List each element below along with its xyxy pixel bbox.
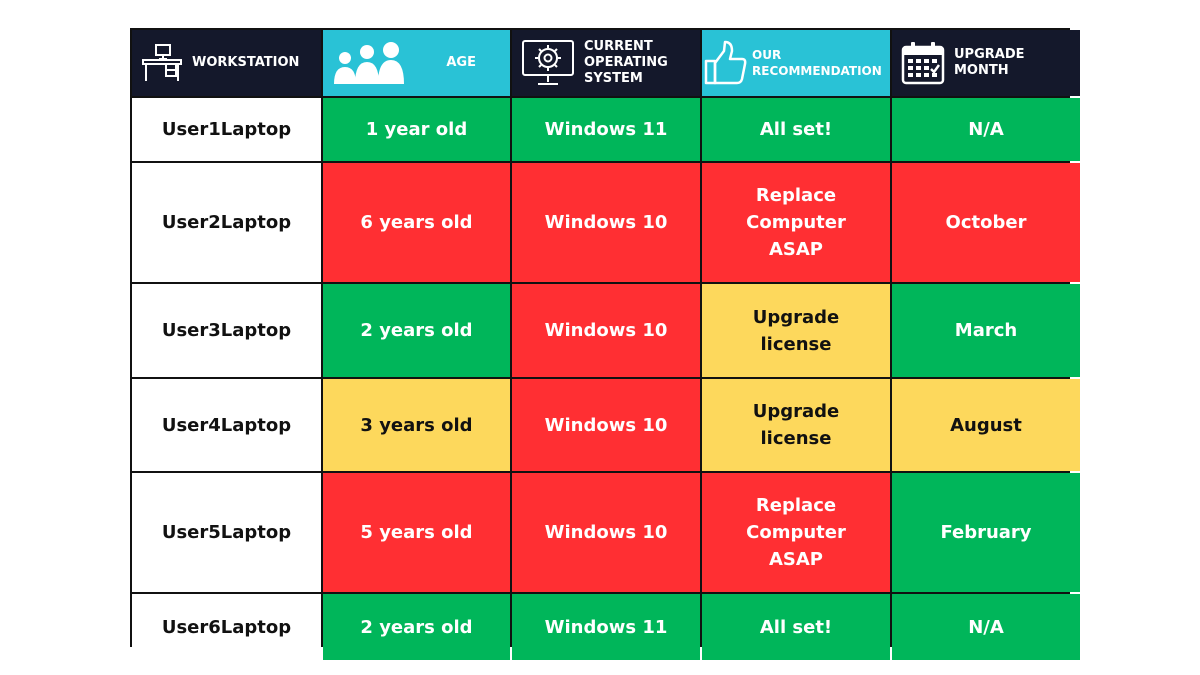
monitor-gear-icon xyxy=(520,38,576,88)
workstation-cell: User2Laptop xyxy=(132,163,321,282)
header-recommendation: OUR RECOMMENDATION xyxy=(702,30,890,96)
age-cell: 6 years old xyxy=(323,163,510,282)
header-label: WORKSTATION xyxy=(192,55,300,70)
workstation-cell: User4Laptop xyxy=(132,379,321,471)
desk-icon xyxy=(140,41,184,85)
recommendation-cell: Replace Computer ASAP xyxy=(702,473,890,592)
recommendation-cell: All set! xyxy=(702,594,890,660)
header-label: CURRENT OPERATING SYSTEM xyxy=(584,39,668,86)
upgrade-month-cell: March xyxy=(892,284,1080,377)
workstation-cell: User3Laptop xyxy=(132,284,321,377)
recommendation-cell: All set! xyxy=(702,98,890,161)
header-operating-system: CURRENT OPERATING SYSTEM xyxy=(512,30,700,96)
age-cell: 1 year old xyxy=(323,98,510,161)
header-age: AGE xyxy=(323,30,510,96)
os-cell: Windows 10 xyxy=(512,473,700,592)
upgrade-month-cell: February xyxy=(892,473,1080,592)
age-cell: 2 years old xyxy=(323,284,510,377)
header-label: UPGRADE MONTH xyxy=(954,47,1025,78)
upgrade-month-cell: N/A xyxy=(892,98,1080,161)
age-cell: 5 years old xyxy=(323,473,510,592)
header-upgrade-month: UPGRADE MONTH xyxy=(892,30,1080,96)
os-cell: Windows 11 xyxy=(512,98,700,161)
upgrade-month-cell: October xyxy=(892,163,1080,282)
recommendation-cell: Replace Computer ASAP xyxy=(702,163,890,282)
header-label: AGE xyxy=(446,55,476,70)
workstation-cell: User1Laptop xyxy=(132,98,321,161)
os-cell: Windows 10 xyxy=(512,284,700,377)
workstation-cell: User5Laptop xyxy=(132,473,321,592)
recommendation-cell: Upgrade license xyxy=(702,284,890,377)
workstation-table: WORKSTATION AGE xyxy=(130,28,1080,660)
os-cell: Windows 11 xyxy=(512,594,700,660)
thumbs-up-icon xyxy=(704,39,748,87)
age-cell: 3 years old xyxy=(323,379,510,471)
os-cell: Windows 10 xyxy=(512,379,700,471)
header-workstation: WORKSTATION xyxy=(132,30,321,96)
recommendation-cell: Upgrade license xyxy=(702,379,890,471)
calendar-icon xyxy=(900,40,946,86)
upgrade-month-cell: N/A xyxy=(892,594,1080,660)
age-cell: 2 years old xyxy=(323,594,510,660)
header-label: OUR RECOMMENDATION xyxy=(752,48,882,78)
os-cell: Windows 10 xyxy=(512,163,700,282)
users-icon xyxy=(331,40,413,86)
upgrade-month-cell: August xyxy=(892,379,1080,471)
workstation-cell: User6Laptop xyxy=(132,594,321,660)
